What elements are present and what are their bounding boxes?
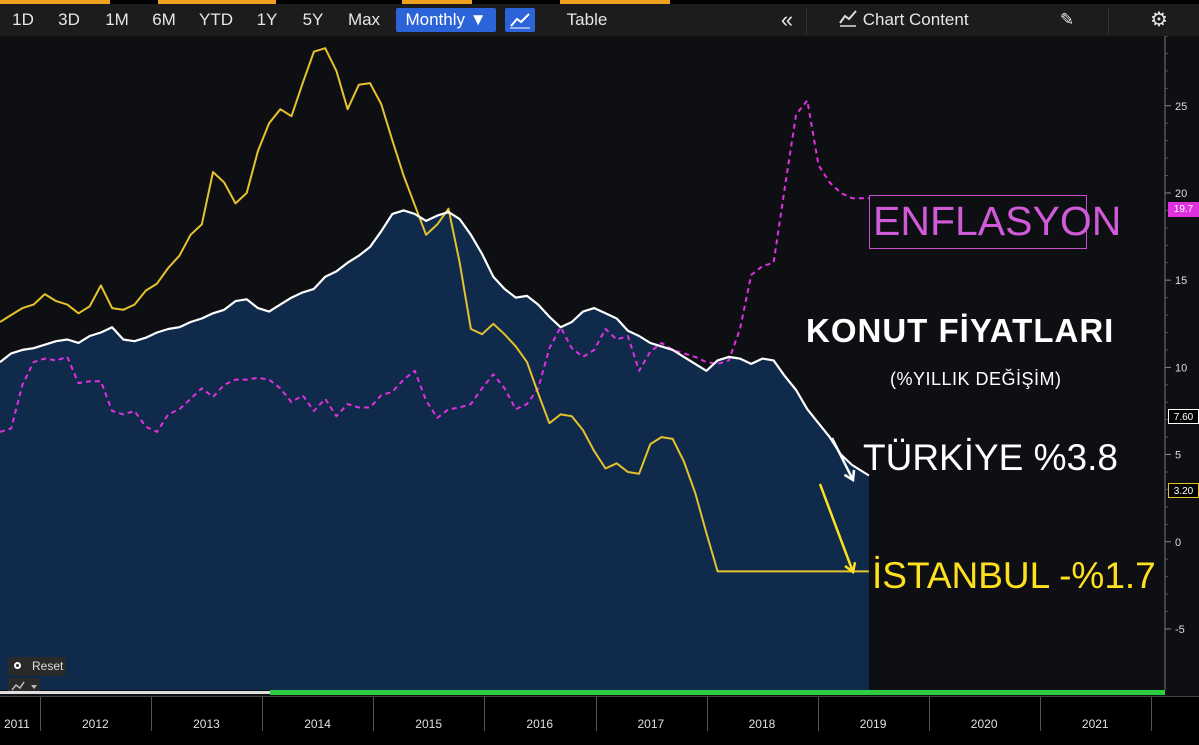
period-3d-button[interactable]: 3D	[58, 10, 80, 29]
period-ytd-button[interactable]: YTD	[199, 10, 233, 29]
line-chart-type-button[interactable]	[505, 8, 535, 32]
chart-type-mini-selector[interactable]	[8, 678, 40, 694]
x-label-2018: 2018	[748, 717, 776, 731]
x-year-separator	[484, 697, 486, 731]
top-accent-strip	[560, 0, 670, 4]
x-year-separator	[928, 697, 930, 731]
table-button[interactable]: Table	[566, 10, 608, 29]
x-year-separator	[40, 697, 41, 731]
x-year-separator	[262, 697, 264, 731]
top-accent-strip	[0, 0, 110, 4]
istanbul-arrow-head	[844, 561, 857, 575]
istanbul-last-value-badge: 3.20	[1168, 483, 1199, 498]
top-accent-strip	[402, 0, 472, 4]
reset-icon	[14, 662, 21, 669]
y-tick-10: 10	[1175, 362, 1187, 374]
x-year-separator	[595, 697, 597, 731]
reset-label: Reset	[32, 659, 64, 673]
x-year-separator	[817, 697, 819, 731]
line-chart: -5 0 5 10 15 20 25	[0, 36, 1187, 690]
x-label-2014: 2014	[304, 717, 331, 731]
chart-content-label: Chart Content	[862, 10, 969, 29]
x-label-2017: 2017	[637, 717, 665, 731]
istanbul-label: İSTANBUL -%1.7	[872, 555, 1156, 596]
period-1m-button[interactable]: 1M	[105, 10, 129, 29]
enflasyon-label: ENFLASYON	[873, 198, 1122, 244]
inflation-series	[0, 99, 869, 433]
line-chart-icon	[510, 13, 530, 29]
x-label-2012: 2012	[82, 717, 109, 731]
chart-content-icon	[839, 10, 857, 27]
istanbul-arrow	[818, 483, 855, 573]
y-tick-5: 5	[1175, 450, 1181, 462]
mini-line-chart-icon	[11, 681, 37, 691]
toolbar-divider	[1108, 8, 1109, 34]
turkiye-arrow	[830, 437, 855, 481]
period-1y-button[interactable]: 1Y	[256, 10, 278, 29]
x-label-2013: 2013	[193, 717, 220, 731]
x-year-separator	[151, 697, 153, 731]
x-label-2016: 2016	[526, 717, 554, 731]
x-label-2019: 2019	[859, 717, 887, 731]
y-tick-25: 25	[1175, 101, 1187, 113]
y-tick-15: 15	[1175, 275, 1187, 287]
period-1d-button[interactable]: 1D	[12, 10, 34, 29]
frequency-dropdown[interactable]: Monthly ▼	[396, 8, 496, 32]
x-year-separator	[373, 697, 375, 731]
turkiye-last-value-badge: 7.60	[1168, 409, 1199, 424]
reset-zoom-button[interactable]: Reset	[8, 657, 66, 676]
chart-toolbar: 1D 3D 1M 6M YTD 1Y 5Y Max Monthly ▼ Tabl…	[0, 4, 1199, 37]
edit-chart-button[interactable]: ✎	[1059, 10, 1075, 29]
x-year-separator	[1151, 697, 1152, 731]
period-5y-button[interactable]: 5Y	[302, 10, 324, 29]
istanbul-series	[0, 47, 869, 573]
turkiye-arrow-head	[843, 469, 856, 483]
x-axis: 2011 2012 2013 2014 2015 2016 2017 2018 2019 2020…	[0, 696, 1199, 745]
x-label-2020: 2020	[970, 717, 998, 731]
x-label-2011: 2011	[4, 717, 30, 731]
y-tick-0: 0	[1175, 537, 1181, 549]
inflation-last-value-badge: 19.7	[1168, 202, 1199, 217]
konut-fiyatlari-title: KONUT FİYATLARI	[806, 312, 1115, 349]
period-6m-button[interactable]: 6M	[152, 10, 176, 29]
top-accent-strip	[158, 0, 276, 4]
period-max-button[interactable]: Max	[347, 10, 381, 29]
settings-button[interactable]: ⚙	[1150, 9, 1168, 31]
chart-content-button[interactable]: Chart Content	[838, 8, 988, 32]
turkiye-label: TÜRKİYE %3.8	[863, 437, 1118, 478]
x-year-separator	[706, 697, 708, 731]
collapse-panel-button[interactable]: «	[780, 7, 794, 32]
x-label-2021: 2021	[1081, 717, 1109, 731]
turkiye-area-fill	[0, 210, 869, 690]
x-label-2015: 2015	[415, 717, 442, 731]
y-tick-20: 20	[1175, 188, 1187, 200]
time-scrollbar-track	[0, 691, 270, 694]
yillik-degisim-subtitle: (%YILLIK DEĞİŞİM)	[890, 369, 1062, 389]
time-scrollbar-thumb[interactable]	[270, 690, 1165, 695]
enflasyon-label-box	[869, 195, 1087, 249]
chart-plot-area[interactable]: -5 0 5 10 15 20 25	[0, 36, 1199, 726]
x-year-separator	[1039, 697, 1041, 731]
y-tick-minus-5: -5	[1175, 624, 1185, 636]
turkiye-series	[0, 209, 870, 477]
toolbar-divider	[806, 8, 807, 34]
